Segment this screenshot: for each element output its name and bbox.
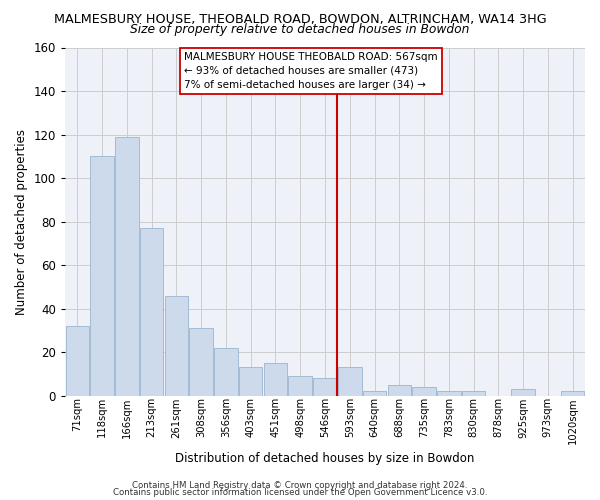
Bar xyxy=(289,376,312,396)
Bar xyxy=(65,326,89,396)
Bar xyxy=(363,392,386,396)
Text: Contains public sector information licensed under the Open Government Licence v3: Contains public sector information licen… xyxy=(113,488,487,497)
X-axis label: Distribution of detached houses by size in Bowdon: Distribution of detached houses by size … xyxy=(175,452,475,465)
Bar xyxy=(214,348,238,396)
Bar xyxy=(91,156,114,396)
Text: MALMESBURY HOUSE, THEOBALD ROAD, BOWDON, ALTRINCHAM, WA14 3HG: MALMESBURY HOUSE, THEOBALD ROAD, BOWDON,… xyxy=(53,12,547,26)
Bar xyxy=(561,392,584,396)
Bar xyxy=(190,328,213,396)
Text: Contains HM Land Registry data © Crown copyright and database right 2024.: Contains HM Land Registry data © Crown c… xyxy=(132,480,468,490)
Bar xyxy=(239,368,262,396)
Text: MALMESBURY HOUSE THEOBALD ROAD: 567sqm
← 93% of detached houses are smaller (473: MALMESBURY HOUSE THEOBALD ROAD: 567sqm ←… xyxy=(184,52,437,90)
Bar xyxy=(164,296,188,396)
Bar xyxy=(313,378,337,396)
Bar xyxy=(388,385,411,396)
Text: Size of property relative to detached houses in Bowdon: Size of property relative to detached ho… xyxy=(130,22,470,36)
Bar xyxy=(338,368,362,396)
Bar xyxy=(437,392,461,396)
Bar xyxy=(412,387,436,396)
Bar xyxy=(511,389,535,396)
Bar xyxy=(462,392,485,396)
Bar xyxy=(263,363,287,396)
Bar xyxy=(115,136,139,396)
Bar xyxy=(140,228,163,396)
Y-axis label: Number of detached properties: Number of detached properties xyxy=(15,128,28,314)
